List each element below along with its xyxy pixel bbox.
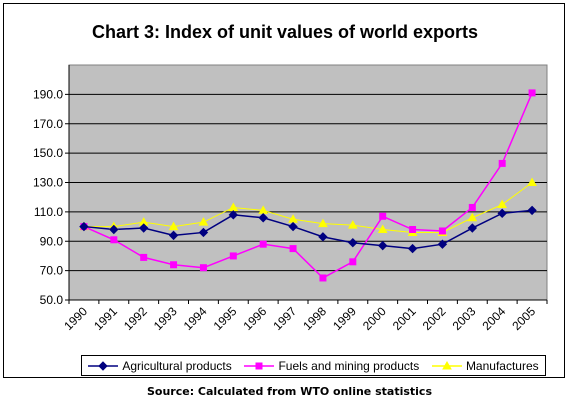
data-point-agricultural	[318, 232, 328, 242]
legend-label-fuels-mining: Fuels and mining products	[278, 358, 420, 373]
data-point-agricultural	[198, 227, 209, 238]
x-tick-label: 1997	[270, 304, 299, 333]
data-point-fuels-mining	[289, 245, 297, 253]
y-tick-label: 50.0	[40, 293, 64, 307]
y-tick-label: 70.0	[40, 264, 64, 278]
data-point-manufactures	[527, 177, 537, 186]
x-tick-label: 2002	[420, 304, 449, 333]
data-point-fuels-mining	[349, 258, 357, 266]
data-point-manufactures	[377, 224, 388, 233]
data-point-manufactures	[347, 220, 358, 229]
data-point-agricultural	[348, 238, 358, 248]
x-tick-label: 1998	[300, 304, 329, 333]
x-tick-label: 1990	[61, 304, 90, 333]
x-tick-label: 2004	[480, 304, 509, 333]
data-point-fuels-mining	[409, 226, 417, 233]
x-tick-label: 1999	[330, 304, 359, 333]
line-chart: 50.0 70.0 90.0 110.0 130.0 150.0 170.0 190.0 199…	[33, 64, 548, 333]
x-tick-label: 1993	[151, 304, 180, 333]
x-tick-label: 1992	[121, 304, 150, 333]
data-point-fuels-mining	[498, 159, 506, 167]
data-point-fuels-mining	[140, 253, 148, 261]
data-point-fuels-mining	[438, 227, 446, 235]
data-point-agricultural	[467, 223, 478, 233]
legend-item-fuels-mining: Fuels and mining products	[244, 359, 419, 373]
legend-swatch-fuels-mining	[244, 362, 275, 369]
legend-label-manufactures: Manufactures	[465, 358, 539, 373]
source-note: Source: Calculated from WTO online stati…	[146, 385, 432, 398]
data-point-agricultural	[109, 224, 119, 235]
data-point-agricultural	[288, 221, 298, 232]
y-tick-label: 90.0	[40, 234, 64, 248]
series-line-manufactures	[83, 182, 533, 233]
x-tick-label: 1991	[91, 304, 120, 333]
legend-swatch-agricultural	[88, 360, 119, 371]
data-point-fuels-mining	[468, 203, 476, 211]
data-point-agricultural	[258, 213, 268, 223]
x-tick-label: 2000	[360, 304, 389, 333]
data-point-fuels-mining	[229, 252, 237, 260]
data-point-agricultural	[497, 208, 507, 219]
data-point-fuels-mining	[319, 274, 327, 282]
y-tick-label: 130.0	[33, 176, 63, 190]
legend: Agricultural products Fuels and mining p…	[81, 355, 546, 376]
data-point-manufactures	[198, 217, 209, 226]
data-point-agricultural	[407, 243, 418, 254]
data-point-manufactures	[168, 221, 179, 231]
chart-title: Chart 3: Index of unit values of world e…	[91, 22, 479, 42]
data-point-agricultural	[168, 230, 179, 241]
legend-item-manufactures: Manufactures	[431, 358, 539, 373]
y-tick-label: 190.0	[33, 87, 63, 101]
data-point-fuels-mining	[379, 212, 387, 220]
data-point-agricultural	[138, 223, 149, 233]
data-point-manufactures	[467, 212, 478, 222]
data-point-fuels-mining	[259, 240, 267, 248]
legend-swatch-manufactures	[431, 360, 462, 369]
data-point-agricultural	[527, 205, 537, 216]
series-line-fuels-mining	[83, 92, 533, 279]
y-tick-label: 150.0	[33, 146, 63, 160]
y-tick-label: 170.0	[33, 117, 63, 131]
legend-label-agricultural: Agricultural products	[122, 358, 232, 373]
data-point-fuels-mining	[170, 261, 178, 269]
x-tick-label: 2005	[509, 304, 538, 333]
data-point-fuels-mining	[199, 264, 207, 272]
x-tick-label: 1996	[241, 304, 270, 333]
data-point-manufactures	[318, 218, 328, 228]
chart-frame: Chart 3: Index of unit values of world e…	[3, 3, 565, 378]
x-tick-label: 2003	[450, 304, 479, 333]
legend-item-agricultural: Agricultural products	[88, 358, 232, 373]
series-line-agricultural	[83, 209, 533, 250]
data-point-manufactures	[497, 199, 508, 209]
data-point-fuels-mining	[110, 236, 118, 244]
y-tick-label: 110.0	[34, 205, 63, 219]
data-point-agricultural	[228, 210, 239, 220]
data-point-agricultural	[437, 239, 448, 249]
data-point-agricultural	[79, 221, 89, 232]
x-tick-label: 2001	[390, 304, 419, 333]
x-tick-label: 1994	[181, 304, 210, 333]
data-point-fuels-mining	[528, 89, 536, 97]
data-point-agricultural	[377, 240, 388, 251]
x-tick-label: 1995	[211, 304, 240, 333]
